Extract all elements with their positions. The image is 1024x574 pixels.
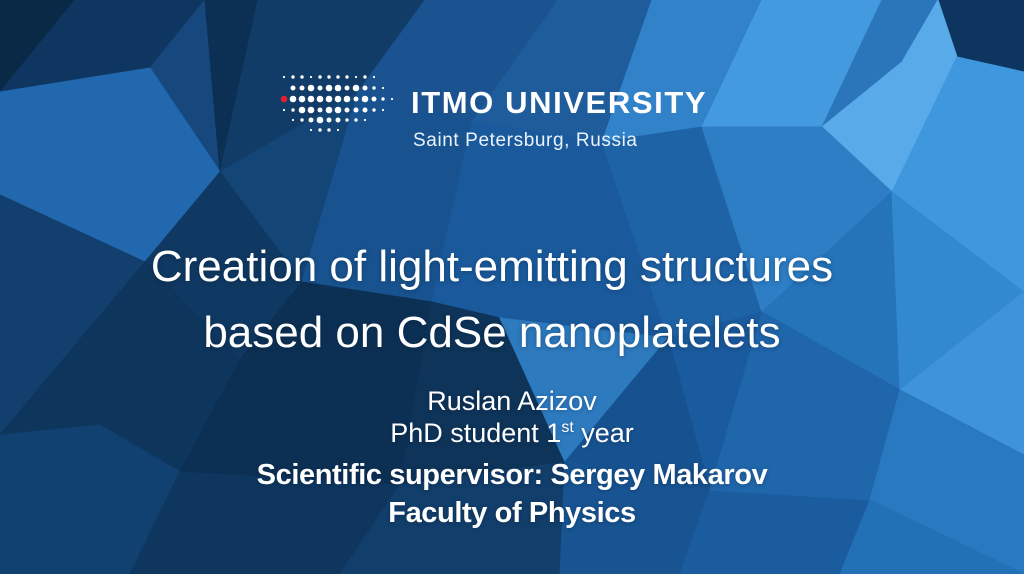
faculty-line: Faculty of Physics: [388, 497, 636, 529]
itmo-wordmark: ITMO UNIVERSITY: [411, 85, 708, 120]
slide-title: Creation of light-emitting structures ba…: [0, 234, 1004, 366]
slide-title-line2: based on CdSe nanoplatelets: [203, 308, 781, 357]
author-name: Ruslan Azizov: [427, 386, 597, 416]
degree-ordinal-superscript: st: [561, 419, 574, 436]
supervisor-line: Scientific supervisor: Sergey Makarov: [256, 459, 768, 491]
itmo-dots-logo-icon: [281, 75, 394, 132]
degree-suffix: year: [573, 418, 634, 448]
author-degree: PhD student 1st year: [0, 418, 1024, 449]
logo-location-subtitle: Saint Petersburg, Russia: [413, 130, 638, 151]
degree-prefix: PhD student 1: [390, 418, 562, 448]
slide-title-line1: Creation of light-emitting structures: [150, 242, 834, 291]
